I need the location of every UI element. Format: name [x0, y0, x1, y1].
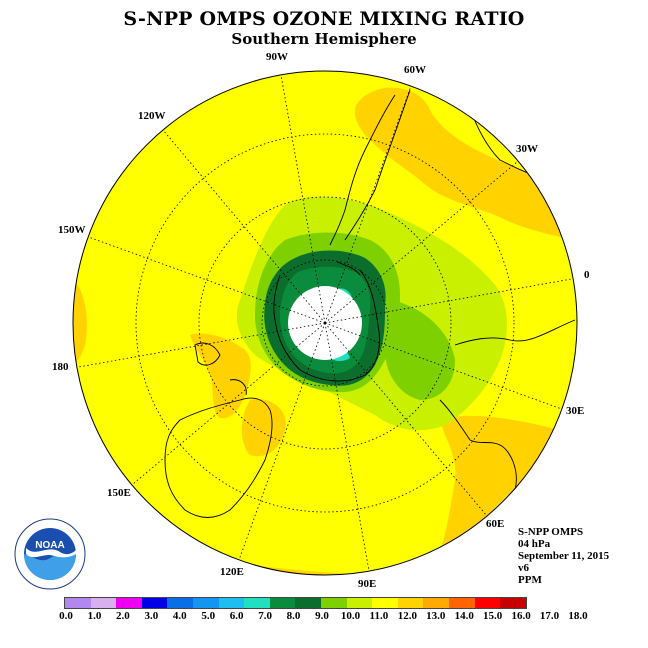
- colorbar-tick-label: 12.0: [397, 610, 417, 622]
- colorbar-swatch: [448, 598, 475, 608]
- colorbar-ticks: 0.0 1.0 2.0 3.0 4.0 5.0 6.0 7.0 8.0 9.0 10.0 11.0 12…: [59, 610, 588, 624]
- colorbar-swatch: [167, 598, 193, 608]
- lon-label-90w: 90W: [266, 51, 288, 63]
- lon-label-150w: 150W: [58, 224, 86, 236]
- colorbar-swatch: [244, 598, 270, 608]
- lon-label-150e: 150E: [107, 487, 131, 499]
- noaa-logo-text: NOAA: [35, 540, 64, 551]
- colorbar-swatch: [372, 598, 398, 608]
- colorbar-tick-label: 18.0: [568, 610, 588, 622]
- colorbar-tick-label: 15.0: [483, 610, 503, 622]
- lon-label-180: 180: [52, 361, 69, 373]
- map-boundary: [72, 70, 578, 576]
- colorbar-swatch: [500, 598, 526, 608]
- colorbar-tick-label: 17.0: [539, 610, 560, 622]
- colorbar-tick-label: 10.0: [340, 610, 361, 622]
- colorbar-swatch: [65, 598, 91, 608]
- colorbar-tick-label: 1.0: [87, 610, 102, 622]
- noaa-logo: NOAA: [14, 518, 86, 590]
- lon-label-120w: 120W: [138, 110, 166, 122]
- colorbar-tick-label: 16.0: [511, 610, 531, 622]
- colorbar-swatch: [141, 598, 168, 608]
- colorbar-swatch: [90, 598, 117, 608]
- figure-title: S-NPP OMPS OZONE MIXING RATIO: [123, 8, 525, 30]
- ozone-region-orange-west: [73, 280, 87, 362]
- colorbar-swatch: [218, 598, 245, 608]
- colorbar-tick-label: 8.0: [286, 610, 301, 622]
- ozone-region-orange-south: [241, 399, 286, 457]
- colorbar-tick-label: 9.0: [315, 610, 329, 622]
- info-level: 04 hPa: [518, 538, 551, 550]
- colorbar-tick-label: 4.0: [172, 610, 187, 622]
- info-date: September 11, 2015: [518, 550, 610, 562]
- lon-label-30e: 30E: [566, 405, 584, 417]
- lon-label-60e: 60E: [486, 518, 504, 530]
- ozone-region-orange-north: [354, 87, 575, 240]
- colorbar-tick-label: 2.0: [116, 610, 130, 622]
- colorbar-tick-label: 11.0: [369, 610, 389, 622]
- info-units: PPM: [518, 574, 542, 586]
- colorbar-swatch: [423, 598, 449, 608]
- lon-label-120e: 120E: [220, 566, 244, 578]
- colorbar-tick-label: 13.0: [426, 610, 446, 622]
- colorbar-swatch: [474, 598, 501, 608]
- ozone-region-orange-southwest: [190, 333, 251, 419]
- info-instrument: S-NPP OMPS: [518, 526, 584, 538]
- colorbar: [64, 597, 527, 609]
- ozone-region-green-east: [385, 300, 455, 400]
- lon-label-30w: 30W: [516, 143, 538, 155]
- colorbar-swatch: [192, 598, 219, 608]
- colorbar-swatch: [397, 598, 424, 608]
- graticule: [73, 74, 577, 572]
- colorbar-swatch: [269, 598, 296, 608]
- figure-subtitle: Southern Hemisphere: [231, 30, 417, 48]
- info-block: S-NPP OMPS 04 hPa September 11, 2015 v6 …: [518, 526, 609, 586]
- colorbar-tick-label: 0.0: [59, 610, 73, 622]
- colorbar-tick-label: 7.0: [258, 610, 272, 622]
- colorbar-tick-label: 6.0: [229, 610, 244, 622]
- lon-label-90e: 90E: [358, 578, 376, 590]
- colorbar-tick-label: 5.0: [201, 610, 216, 622]
- colorbar-swatch: [116, 598, 142, 608]
- lon-label-60w: 60W: [404, 64, 426, 76]
- colorbar-swatch: [295, 598, 321, 608]
- colorbar-tick-label: 14.0: [454, 610, 474, 622]
- colorbar-swatch: [320, 598, 347, 608]
- info-version: v6: [518, 562, 529, 574]
- colorbar-tick-label: 3.0: [144, 610, 159, 622]
- colorbar-swatch: [346, 598, 373, 608]
- lon-label-0: 0: [584, 269, 590, 281]
